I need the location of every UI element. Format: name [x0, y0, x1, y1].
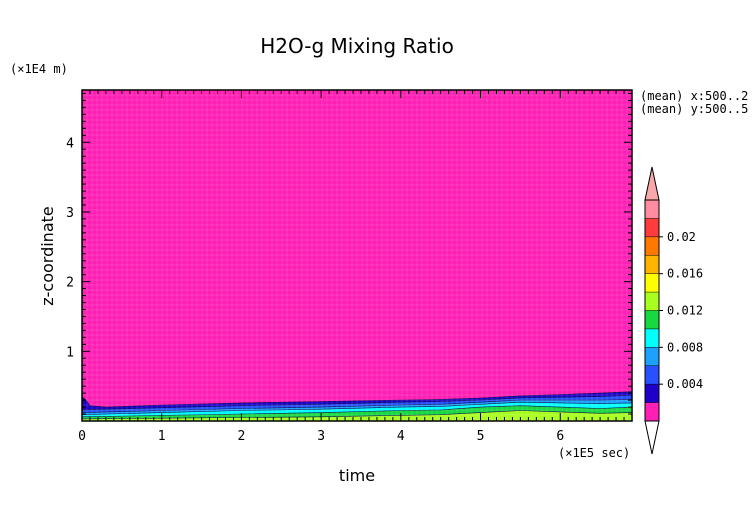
colorbar-swatch	[645, 218, 659, 237]
colorbar-tick-label: 0.008	[667, 340, 703, 354]
colorbar-swatch	[645, 328, 659, 348]
colorbar-swatch	[645, 236, 659, 256]
colorbar-swatch	[645, 292, 659, 311]
colorbar-swatch	[645, 384, 659, 403]
colorbar-tick-label: 0.012	[667, 304, 703, 318]
x-tick-label: 0	[78, 429, 86, 444]
y-axis-label: z-coordinate	[38, 206, 57, 306]
x-axis-label: time	[339, 466, 375, 485]
y-tick-label: 1	[66, 345, 74, 360]
colorbar-tick-label: 0.016	[667, 267, 703, 281]
y-axis-ticks: 1 2 3 4	[66, 92, 632, 422]
colorbar-tick-label: 0.004	[667, 377, 703, 391]
y-unit-label: (×1E4 m)	[10, 62, 68, 76]
fine-grid	[82, 90, 632, 421]
x-unit-label: (×1E5 sec)	[558, 446, 630, 460]
mean-note-x: (mean) x:500..2	[640, 89, 748, 103]
y-tick-label: 3	[66, 206, 74, 221]
contour-layers	[81, 391, 633, 422]
colorbar-swatch	[645, 365, 659, 385]
contour-layer-5	[81, 410, 633, 422]
x-tick-label: 5	[477, 429, 485, 444]
chart-title: H2O-g Mixing Ratio	[260, 34, 454, 58]
plot-frame	[81, 89, 633, 422]
x-tick-label: 4	[397, 429, 405, 444]
y-tick-label: 2	[66, 276, 74, 291]
x-tick-label: 2	[238, 429, 246, 444]
x-tick-label: 6	[556, 429, 564, 444]
colorbar: 0.004 0.008 0.012 0.016 0.02	[644, 166, 703, 455]
y-tick-label: 4	[66, 136, 74, 151]
x-tick-label: 1	[158, 429, 166, 444]
colorbar-tick-label: 0.02	[667, 230, 696, 244]
plot-area	[82, 90, 632, 421]
mean-note-y: (mean) y:500..5	[640, 102, 748, 116]
colorbar-swatch	[645, 402, 659, 421]
colorbar-max-extend	[644, 166, 660, 201]
colorbar-swatch	[645, 273, 659, 293]
x-axis-ticks: 0 1 2 3 4 5 6	[78, 90, 633, 444]
colorbar-min-extend	[644, 420, 660, 455]
colorbar-swatch	[645, 310, 659, 329]
colorbar-swatch	[645, 255, 659, 274]
x-tick-label: 3	[317, 429, 325, 444]
colorbar-swatch	[645, 200, 659, 219]
colorbar-swatch	[645, 347, 659, 366]
